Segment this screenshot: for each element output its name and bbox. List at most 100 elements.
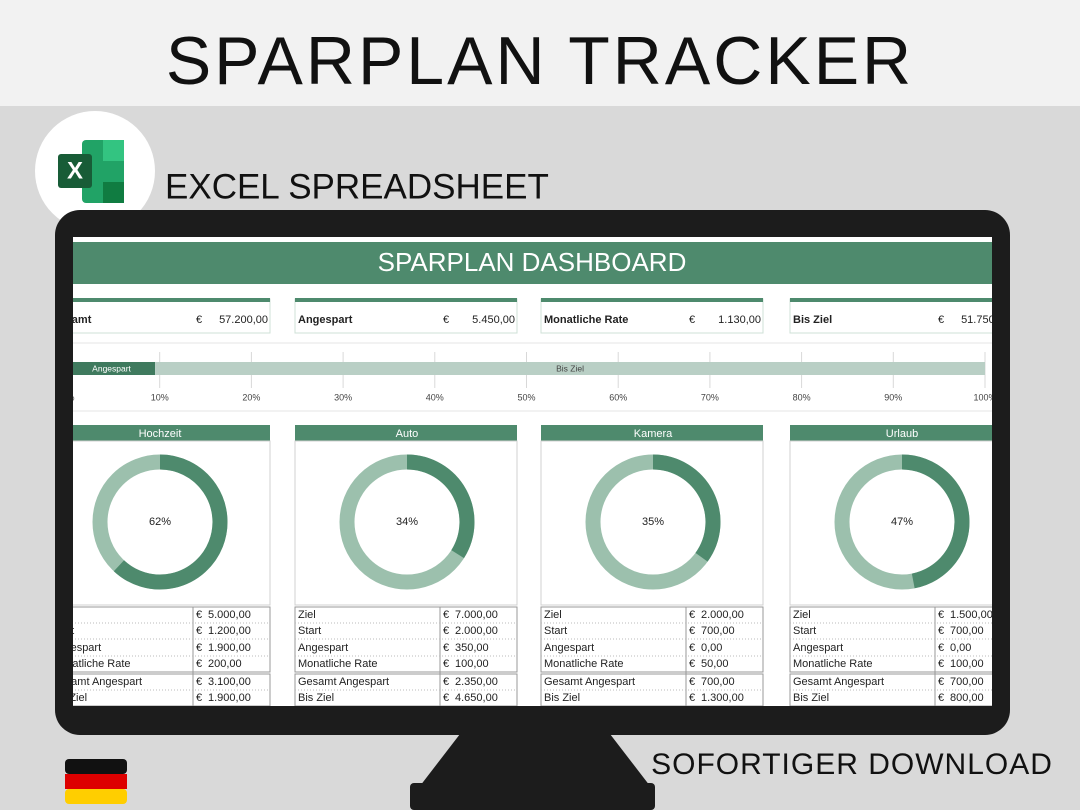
- kpi-label: Monatliche Rate: [544, 314, 628, 326]
- currency: €: [938, 625, 944, 637]
- kpi-card: [789, 298, 992, 334]
- row-label: Start: [51, 625, 74, 637]
- x-tick-label: 0%: [61, 392, 74, 402]
- x-tick-label: 20%: [242, 392, 260, 402]
- row-label: Gesamt Angespart: [793, 676, 884, 688]
- currency: €: [689, 658, 695, 670]
- donut-arc: [901, 454, 970, 589]
- goal-header: [73, 425, 270, 441]
- kpi-card: [540, 298, 764, 334]
- cta: SOFORTIGER DOWNLOAD: [651, 748, 1053, 781]
- row-value: 50,00: [701, 658, 729, 670]
- row-value: 350,00: [455, 642, 489, 654]
- row-value: 200,00: [208, 658, 242, 670]
- row-label: Monatliche Rate: [544, 658, 624, 670]
- row-label: Ziel: [544, 609, 562, 621]
- title-band: [0, 0, 1080, 106]
- currency: €: [938, 314, 944, 326]
- kpi-card-accent: [73, 298, 270, 302]
- row-value: 1.500,00: [950, 609, 993, 621]
- currency: €: [443, 314, 449, 326]
- bar-segment: [73, 362, 156, 375]
- row-value: 700,00: [950, 625, 984, 637]
- subtitle: EXCEL SPREADSHEET: [165, 167, 549, 206]
- currency: €: [196, 658, 202, 670]
- row-label: Angespart: [51, 642, 101, 654]
- dashboard-title: SPARPLAN DASHBOARD: [378, 247, 687, 277]
- row-value: 1.900,00: [208, 692, 251, 704]
- row-label: Gesamt Angespart: [298, 676, 389, 688]
- kpi-label: Bis Ziel: [793, 314, 832, 326]
- currency: €: [196, 676, 202, 688]
- x-tick-label: 70%: [701, 392, 719, 402]
- currency: €: [196, 314, 202, 326]
- row-label: Ziel: [298, 609, 316, 621]
- row-value: 700,00: [701, 676, 735, 688]
- row-label: Monatliche Rate: [298, 658, 378, 670]
- row-value: 4.650,00: [455, 692, 498, 704]
- row-value: 2.000,00: [701, 609, 744, 621]
- x-tick-label: 90%: [884, 392, 902, 402]
- row-value: 7.000,00: [455, 609, 498, 621]
- excel-cell: [103, 182, 124, 203]
- goal-title: Kamera: [634, 428, 673, 440]
- kpi-value: 57.200,00: [219, 314, 268, 326]
- donut-label: 35%: [642, 516, 664, 528]
- x-tick-label: 60%: [609, 392, 627, 402]
- donut-arc: [113, 454, 228, 590]
- x-tick-label: 80%: [793, 392, 811, 402]
- currency: €: [443, 609, 449, 621]
- row-value: 1.300,00: [701, 692, 744, 704]
- currency: €: [196, 692, 202, 704]
- row-label: Monatliche Rate: [793, 658, 873, 670]
- goal-header: [790, 425, 992, 441]
- row-value: 100,00: [455, 658, 489, 670]
- currency: €: [443, 625, 449, 637]
- excel-cell: [103, 140, 124, 161]
- x-tick-label: 40%: [426, 392, 444, 402]
- excel-badge: [58, 154, 92, 188]
- currency: €: [443, 658, 449, 670]
- dashboard: SPARPLAN DASHBOARD Gesamt €57.200,00 Anges…: [51, 242, 1010, 706]
- goal-table: [73, 673, 271, 706]
- currency: €: [689, 609, 695, 621]
- goal-table: [73, 606, 271, 673]
- kpi-card-accent: [295, 298, 517, 302]
- plot-area: [73, 342, 992, 412]
- page-title: SPARPLAN TRACKER: [166, 23, 914, 99]
- row-value: 100,00: [950, 658, 984, 670]
- currency: €: [938, 692, 944, 704]
- currency: €: [689, 692, 695, 704]
- bar-label: Angespart: [92, 363, 131, 373]
- row-label: Bis Ziel: [51, 692, 87, 704]
- goal-header: [541, 425, 763, 441]
- currency: €: [443, 642, 449, 654]
- kpi-card-accent: [790, 298, 992, 302]
- goal-title: Auto: [396, 428, 419, 440]
- row-label: Bis Ziel: [544, 692, 580, 704]
- kpi-label: Angespart: [298, 314, 353, 326]
- kpi-label: Gesamt: [51, 314, 92, 326]
- currency: €: [689, 314, 695, 326]
- currency: €: [938, 609, 944, 621]
- x-tick-label: 50%: [517, 392, 535, 402]
- donut-arc: [652, 454, 721, 562]
- row-label: Angespart: [298, 642, 348, 654]
- currency: €: [938, 658, 944, 670]
- x-tick-label: 10%: [151, 392, 169, 402]
- currency: €: [196, 625, 202, 637]
- kpi-value: 51.750,00: [961, 314, 1010, 326]
- monitor-stand: [420, 734, 650, 786]
- x-tick-label: 100%: [973, 392, 996, 402]
- row-value: 3.100,00: [208, 676, 251, 688]
- kpi-value: 1.130,00: [718, 314, 761, 326]
- currency: €: [196, 642, 202, 654]
- excel-letter: X: [67, 157, 83, 184]
- dashboard-header: [73, 242, 992, 284]
- goal-header: [295, 425, 517, 441]
- currency: €: [938, 642, 944, 654]
- row-value: 2.000,00: [455, 625, 498, 637]
- row-label: Bis Ziel: [298, 692, 334, 704]
- x-tick-label: 30%: [334, 392, 352, 402]
- row-label: Gesamt Angespart: [544, 676, 635, 688]
